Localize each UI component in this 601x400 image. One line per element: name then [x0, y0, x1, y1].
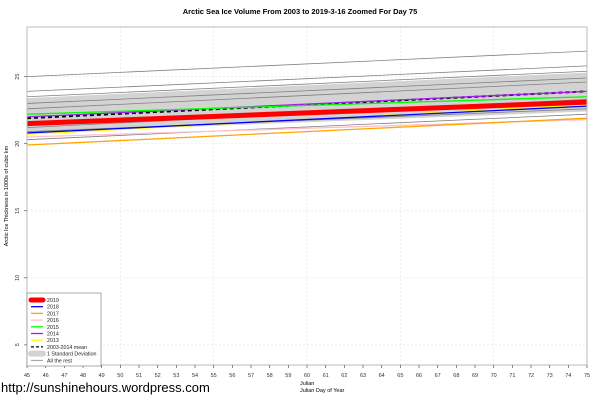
x-tick-label: 54: [192, 373, 198, 379]
x-tick-label: 75: [584, 373, 590, 379]
x-tick-label: 68: [453, 373, 459, 379]
y-axis-label: Arctic Ice Thickness in 1000s of cubic k…: [4, 145, 10, 246]
y-tick-label: 20: [15, 141, 21, 147]
x-tick-label: 49: [99, 373, 105, 379]
x-tick-label: 50: [117, 373, 123, 379]
x-tick-label: 70: [491, 373, 497, 379]
legend-label: 2003-2014 mean: [47, 345, 87, 351]
x-tick-label: 46: [43, 373, 49, 379]
y-tick-label: 5: [15, 343, 21, 346]
legend-label: 2014: [47, 332, 59, 338]
chart-title: Arctic Sea Ice Volume From 2003 to 2019-…: [183, 7, 418, 16]
legend-label: 2015: [47, 325, 59, 331]
x-tick-label: 63: [360, 373, 366, 379]
rest-series-line: [26, 77, 588, 104]
x-axis-label: Julian: [300, 381, 314, 387]
y-tick-label: 25: [15, 74, 21, 80]
legend-label: 2018: [47, 305, 59, 311]
x-tick-label: 60: [304, 373, 310, 379]
series-line-2014: [26, 90, 588, 118]
series-line-2018: [26, 105, 588, 134]
legend-label: 2019: [47, 298, 59, 304]
series-line-2015: [26, 96, 588, 115]
x-tick-label: 59: [285, 373, 291, 379]
rest-series-line: [26, 108, 588, 133]
x-tick-label: 52: [155, 373, 161, 379]
x-tick-label: 69: [472, 373, 478, 379]
legend-label: All the rest: [47, 358, 73, 364]
rest-series-line: [26, 81, 588, 110]
x-tick-label: 53: [173, 373, 179, 379]
series-line-2017: [26, 117, 588, 146]
x-tick-label: 65: [397, 373, 403, 379]
x-tick-label: 45: [24, 373, 30, 379]
x-tick-label: 48: [80, 373, 86, 379]
legend-label: 2017: [47, 311, 59, 317]
x-tick-label: 55: [211, 373, 217, 379]
series-line-2003-2014 mean: [26, 90, 588, 120]
x-axis-label-2: Julian Day of Year: [300, 388, 345, 394]
y-tick-label: 15: [15, 208, 21, 214]
legend-label: 1 Standard Deviation: [47, 352, 97, 358]
rest-series-line: [26, 70, 588, 98]
x-tick-label: 64: [379, 373, 385, 379]
x-tick-label: 61: [323, 373, 329, 379]
x-tick-label: 71: [509, 373, 515, 379]
source-url[interactable]: http://sunshinehours.wordpress.com: [1, 380, 210, 395]
x-tick-label: 67: [435, 373, 441, 379]
x-tick-label: 58: [267, 373, 273, 379]
legend-label: 2016: [47, 318, 59, 324]
x-tick-label: 47: [61, 373, 67, 379]
y-tick-label: 10: [15, 275, 21, 281]
x-tick-label: 56: [229, 373, 235, 379]
x-tick-label: 66: [416, 373, 422, 379]
x-tick-label: 51: [136, 373, 142, 379]
rest-series-line: [26, 113, 588, 141]
x-tick-label: 74: [565, 373, 571, 379]
legend-label: 2013: [47, 338, 59, 344]
x-tick-label: 57: [248, 373, 254, 379]
x-tick-label: 62: [341, 373, 347, 379]
x-tick-label: 73: [547, 373, 553, 379]
rest-series-line: [26, 65, 588, 92]
x-tick-label: 72: [528, 373, 534, 379]
rest-series-line: [26, 50, 588, 78]
series-line-2019: [26, 99, 588, 127]
